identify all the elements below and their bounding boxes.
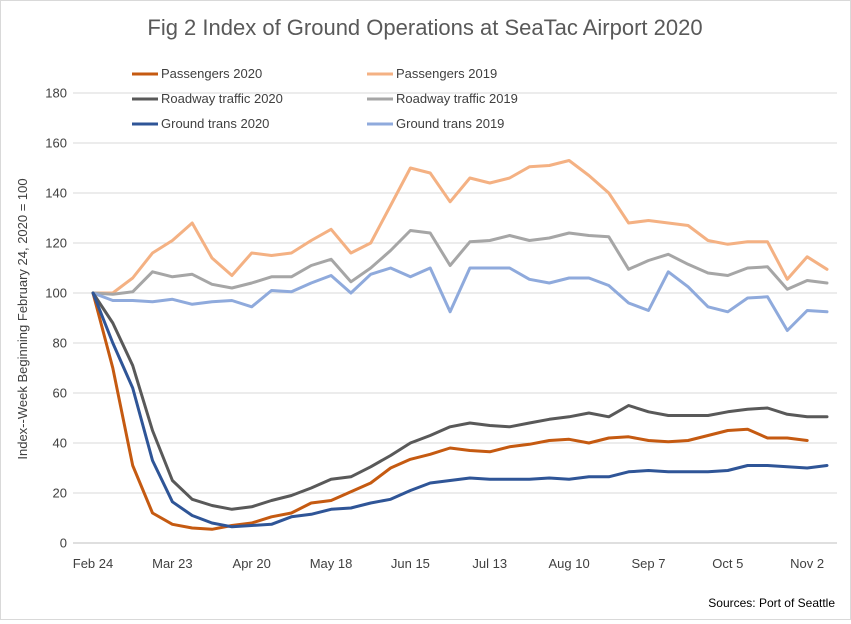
x-tick-label: Sep 7	[631, 556, 665, 571]
y-tick-label: 160	[45, 136, 67, 151]
x-tick-label: Aug 10	[549, 556, 590, 571]
y-tick-label: 80	[53, 336, 67, 351]
x-tick-label: May 18	[310, 556, 353, 571]
y-tick-label: 40	[53, 436, 67, 451]
y-tick-label: 0	[60, 536, 67, 551]
legend: Passengers 2020 Passengers 2019 Roadway tr…	[132, 66, 518, 131]
series-line-roadway-traffic-2019	[91, 229, 829, 296]
legend-item: Passengers 2020	[132, 66, 262, 81]
x-tick-label: Apr 20	[233, 556, 271, 571]
series-line-ground-trans-2020	[91, 291, 829, 529]
y-tick-label: 100	[45, 286, 67, 301]
legend-item: Passengers 2019	[367, 66, 497, 81]
legend-item: Roadway traffic 2020	[132, 91, 283, 106]
legend-label: Roadway traffic 2020	[161, 91, 283, 106]
grid-layer	[73, 92, 837, 544]
x-tick-label: Oct 5	[712, 556, 743, 571]
legend-label: Ground trans 2020	[161, 116, 269, 131]
y-tick-label: 120	[45, 236, 67, 251]
source-note: Sources: Port of Seattle	[708, 596, 835, 610]
legend-label: Passengers 2020	[161, 66, 262, 81]
x-tick-label: Jul 13	[472, 556, 507, 571]
series-line-passengers-2019	[91, 159, 829, 295]
series-layer	[91, 159, 829, 531]
y-tick-label: 20	[53, 486, 67, 501]
legend-label: Ground trans 2019	[396, 116, 504, 131]
legend-item: Ground trans 2020	[132, 116, 269, 131]
legend-item: Ground trans 2019	[367, 116, 504, 131]
chart-title: Fig 2 Index of Ground Operations at SeaT…	[147, 15, 702, 40]
x-tick-label: Mar 23	[152, 556, 192, 571]
y-tick-label: 180	[45, 86, 67, 101]
legend-item: Roadway traffic 2019	[367, 91, 518, 106]
y-tick-label: 140	[45, 186, 67, 201]
axis-layer: 0 20 40 60 80 100 120 140 160 180 Feb 24 Mar 23 Apr …	[45, 86, 824, 572]
legend-label: Roadway traffic 2019	[396, 91, 518, 106]
series-line-roadway-traffic-2020	[91, 291, 829, 511]
y-axis-title: Index--Week Beginning February 24, 2020 …	[15, 178, 30, 459]
legend-label: Passengers 2019	[396, 66, 497, 81]
series-line-passengers-2020	[91, 291, 809, 531]
x-tick-label: Feb 24	[73, 556, 113, 571]
y-tick-label: 60	[53, 386, 67, 401]
series-line-ground-trans-2019	[91, 266, 829, 332]
x-tick-label: Nov 2	[790, 556, 824, 571]
x-tick-label: Jun 15	[391, 556, 430, 571]
